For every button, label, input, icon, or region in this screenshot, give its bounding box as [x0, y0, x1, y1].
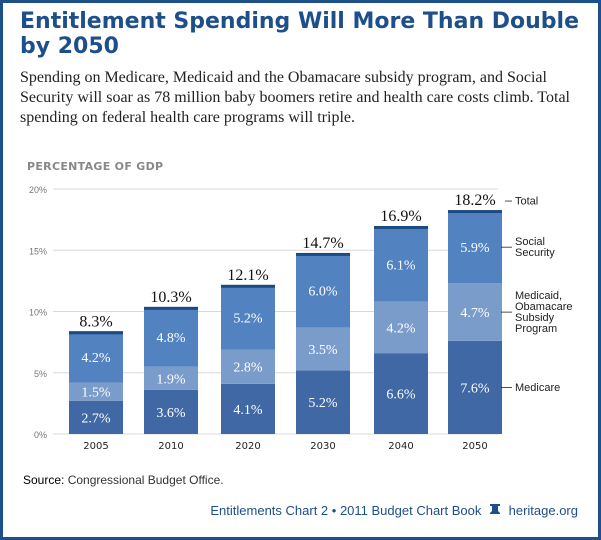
- total-label: 14.7%: [302, 235, 343, 252]
- data-label: 4.8%: [156, 331, 186, 346]
- bar-segment: [448, 211, 502, 284]
- chart-subtitle: Spending on Medicare, Medicaid and the O…: [20, 69, 570, 126]
- bar-segment: [296, 253, 350, 328]
- bar-segment: [374, 353, 428, 434]
- bar-segment: [144, 307, 198, 367]
- data-label: 6.1%: [386, 258, 416, 273]
- data-label: 1.5%: [81, 386, 111, 401]
- legend-label: Subsidy: [515, 312, 555, 324]
- legend-label: Program: [515, 323, 557, 335]
- data-label: 2.7%: [81, 411, 111, 426]
- footer: Entitlements Chart 2 • 2011 Budget Chart…: [210, 503, 578, 518]
- bar-segment: [69, 331, 123, 383]
- legend-label: Medicare: [515, 382, 560, 394]
- source-text: Congressional Budget Office.: [67, 473, 224, 487]
- total-label: 10.3%: [150, 289, 191, 306]
- bar-cap: [221, 284, 275, 288]
- bar-segment: [221, 383, 275, 434]
- x-tick-label: 2005: [83, 441, 108, 452]
- bar-segment: [144, 366, 198, 390]
- data-label: 6.6%: [386, 388, 416, 403]
- bar-segment: [221, 285, 275, 350]
- data-label: 3.6%: [156, 406, 186, 421]
- data-label: 5.2%: [233, 312, 263, 327]
- x-tick-label: 2010: [158, 441, 183, 452]
- bar-segment: [374, 226, 428, 302]
- chart-title: Entitlement Spending Will More Than Doub…: [20, 9, 580, 59]
- total-label: 18.2%: [454, 192, 495, 209]
- source-label: Source:: [23, 473, 65, 487]
- liberty-bell-icon: [489, 503, 501, 518]
- x-tick-label: 2040: [388, 441, 413, 452]
- bar-segment: [296, 370, 350, 434]
- bar-cap: [448, 210, 502, 214]
- bar-segment: [296, 327, 350, 371]
- data-label: 4.2%: [386, 321, 416, 336]
- bar-segment: [448, 340, 502, 434]
- x-tick-label: 2050: [462, 441, 487, 452]
- legend-label: Medicaid,: [515, 290, 562, 302]
- bar-cap: [374, 225, 428, 229]
- source-note: Source: Congressional Budget Office.: [23, 473, 224, 487]
- x-tick-label: 2030: [310, 441, 335, 452]
- data-label: 5.9%: [460, 241, 490, 256]
- bar-segment: [221, 349, 275, 384]
- data-label: 7.6%: [460, 381, 490, 396]
- footer-link[interactable]: heritage.org: [508, 503, 578, 518]
- x-tick-label: 2020: [235, 441, 260, 452]
- legend-label: Security: [515, 247, 555, 259]
- y-tick-label: 10%: [29, 308, 47, 318]
- y-tick-label: 5%: [34, 369, 47, 379]
- data-label: 4.7%: [460, 306, 490, 321]
- bar-cap: [69, 331, 123, 335]
- legend-label: Obamacare: [515, 301, 572, 313]
- legend-label: Total: [515, 196, 538, 208]
- bar-cap: [296, 252, 350, 256]
- bar-segment: [69, 400, 123, 434]
- y-tick-label: 0%: [34, 430, 47, 440]
- legend-label: Social: [515, 236, 545, 248]
- total-label: 8.3%: [79, 313, 112, 330]
- data-label: 2.8%: [233, 361, 263, 376]
- data-label: 5.2%: [308, 396, 338, 411]
- data-label: 4.1%: [233, 403, 263, 418]
- y-tick-label: 15%: [29, 246, 47, 256]
- data-label: 4.2%: [81, 351, 111, 366]
- y-tick-label: 20%: [29, 185, 47, 195]
- bar-segment: [144, 389, 198, 434]
- total-label: 16.9%: [380, 208, 421, 225]
- bar-segment: [448, 283, 502, 341]
- bar-cap: [144, 306, 198, 310]
- data-label: 3.5%: [308, 343, 338, 358]
- y-axis-label: PERCENTAGE OF GDP: [27, 160, 164, 173]
- footer-text: Entitlements Chart 2 • 2011 Budget Chart…: [210, 503, 482, 518]
- total-label: 12.1%: [227, 267, 268, 284]
- data-label: 1.9%: [156, 372, 186, 387]
- bar-segment: [374, 301, 428, 354]
- stacked-bar-chart: 0% 5% 10% 15% 20% 2.7% 1.5% 4.2% 8.3% 2005 3.6% 1.9…: [29, 185, 573, 452]
- bar-segment: [69, 382, 123, 401]
- data-label: 6.0%: [308, 285, 338, 300]
